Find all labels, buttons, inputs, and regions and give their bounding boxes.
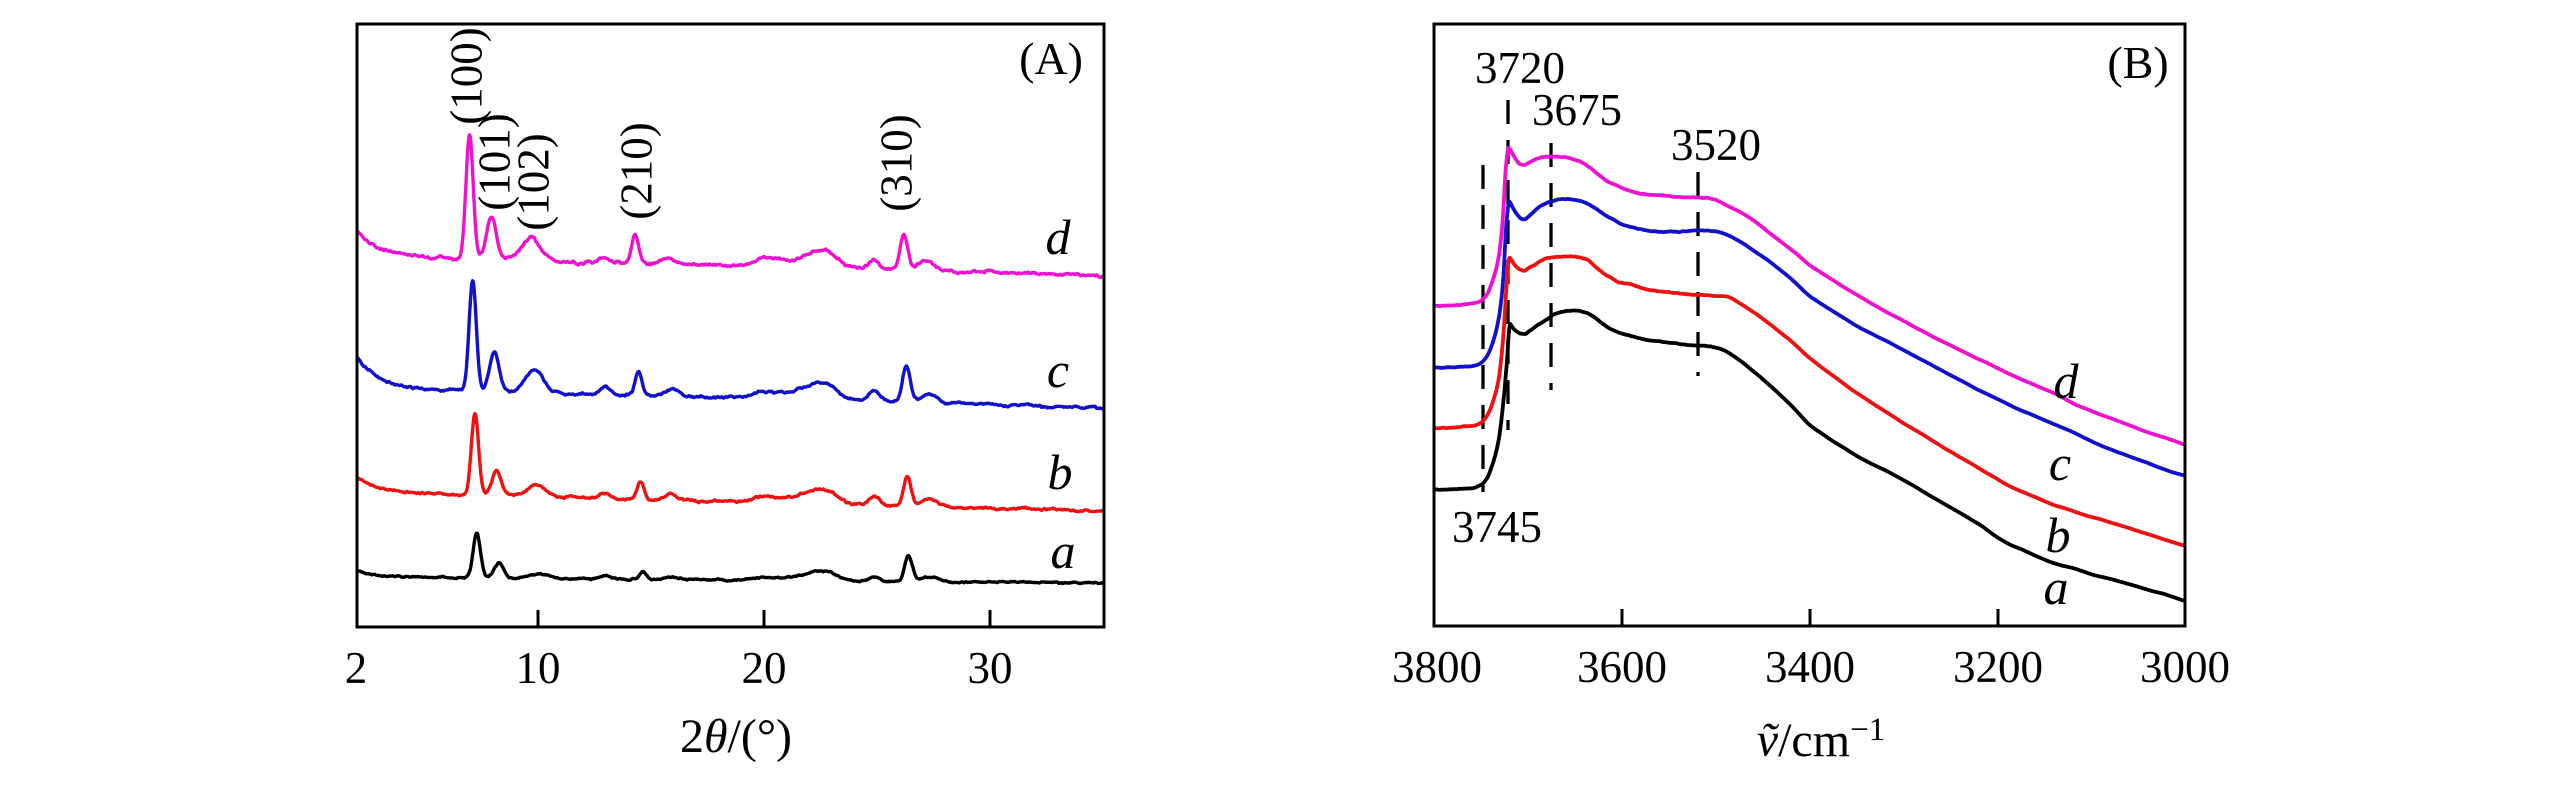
svg-text:(B): (B) bbox=[2107, 37, 2168, 88]
svg-text:(100): (100) bbox=[441, 27, 491, 124]
svg-text:20: 20 bbox=[742, 643, 787, 693]
svg-text:(102): (102) bbox=[508, 133, 558, 230]
svg-text:a: a bbox=[2044, 559, 2069, 615]
svg-text:(A): (A) bbox=[1019, 33, 1083, 84]
svg-text:10: 10 bbox=[516, 643, 561, 693]
svg-text:3000: 3000 bbox=[2140, 642, 2230, 692]
svg-text:3600: 3600 bbox=[1577, 642, 1667, 692]
svg-text:3200: 3200 bbox=[1953, 642, 2043, 692]
svg-text:3745: 3745 bbox=[1452, 502, 1542, 552]
svg-text:a: a bbox=[1051, 523, 1076, 579]
svg-text:3720: 3720 bbox=[1475, 43, 1565, 93]
svg-text:(101): (101) bbox=[469, 113, 519, 210]
svg-text:2θ/(°): 2θ/(°) bbox=[680, 710, 792, 763]
svg-text:3400: 3400 bbox=[1765, 642, 1855, 692]
svg-text:3520: 3520 bbox=[1671, 120, 1761, 170]
svg-text:(210): (210) bbox=[611, 122, 661, 219]
svg-text:b: b bbox=[2046, 507, 2071, 563]
svg-text:c: c bbox=[1047, 342, 1069, 398]
svg-text:(310): (310) bbox=[871, 114, 921, 211]
svg-text:3675: 3675 bbox=[1532, 85, 1622, 135]
svg-text:b: b bbox=[1048, 444, 1073, 500]
svg-text:3800: 3800 bbox=[1392, 642, 1482, 692]
svg-text:d: d bbox=[1046, 209, 1072, 265]
svg-text:2: 2 bbox=[345, 643, 368, 693]
svg-text:c: c bbox=[2049, 435, 2071, 491]
svg-text:30: 30 bbox=[968, 643, 1013, 693]
svg-text:d: d bbox=[2054, 353, 2080, 409]
